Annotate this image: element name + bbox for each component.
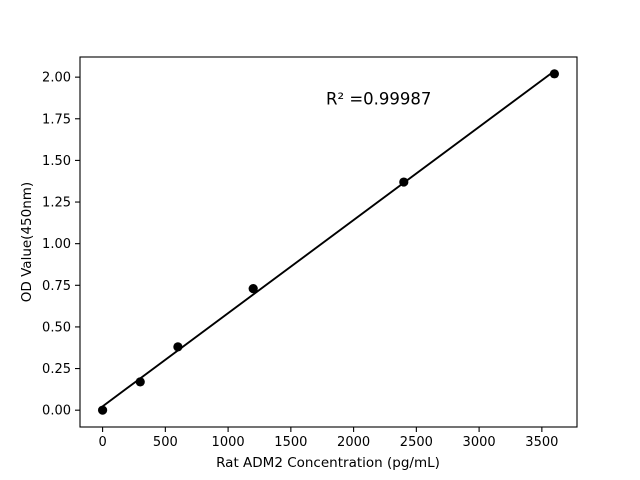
data-point (399, 177, 409, 187)
y-tick-label: 1.00 (42, 237, 71, 252)
y-tick-label: 0.25 (42, 362, 71, 377)
y-tick-label: 1.50 (42, 154, 71, 169)
y-tick-label: 1.75 (42, 112, 71, 127)
y-axis-label: OD Value(450nm) (19, 182, 35, 302)
y-tick-label: 0.50 (42, 320, 71, 335)
data-point (549, 69, 560, 79)
y-tick-label: 0.75 (42, 279, 71, 294)
data-point (135, 377, 145, 387)
data-point (97, 405, 108, 415)
x-axis-ticks: 0 500 1000 1500 2000 2500 3000 3500 (98, 427, 558, 450)
x-tick-label: 3500 (525, 435, 558, 450)
y-tick-label: 2.00 (42, 71, 71, 86)
x-tick-label: 2000 (337, 435, 370, 450)
x-tick-label: 3000 (463, 435, 496, 450)
x-axis-label: Rat ADM2 Concentration (pg/mL) (216, 455, 440, 471)
x-tick-label: 2500 (400, 435, 433, 450)
data-point (173, 342, 183, 352)
y-tick-label: 1.25 (42, 196, 71, 211)
data-point (248, 284, 258, 294)
y-axis-ticks: 0.00 0.25 0.50 0.75 1.00 1.25 1.50 1.75 2.00 (42, 71, 80, 419)
x-tick-label: 0 (98, 435, 106, 450)
data-points-layer (97, 69, 560, 415)
fit-line-layer (101, 70, 556, 408)
x-tick-label: 500 (153, 435, 178, 450)
y-tick-label: 0.00 (42, 404, 71, 419)
plot-frame (79, 56, 578, 428)
regression-line (101, 70, 556, 408)
x-tick-label: 1000 (212, 435, 245, 450)
r-squared-annotation: R² =0.99987 (326, 89, 431, 108)
x-tick-label: 1500 (274, 435, 307, 450)
